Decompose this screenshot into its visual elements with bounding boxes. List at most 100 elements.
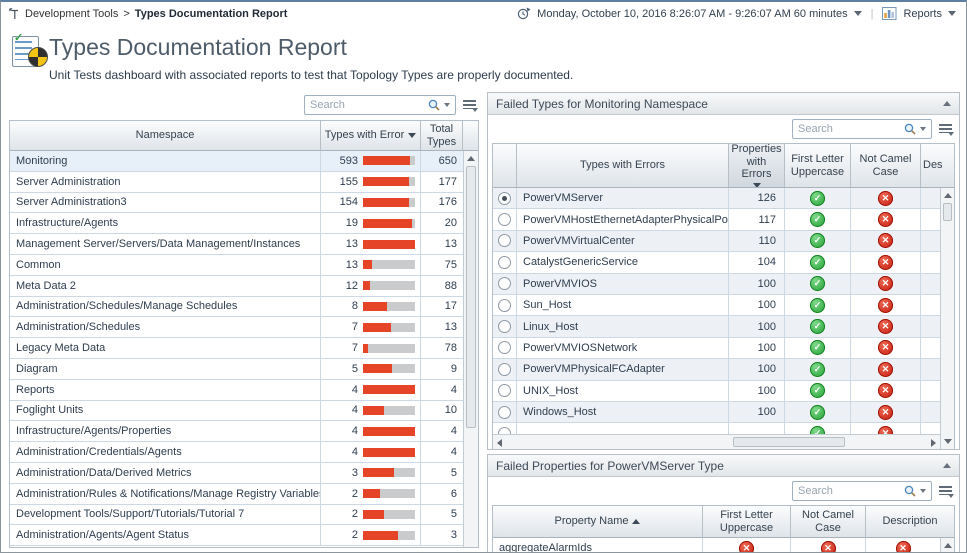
- table-row[interactable]: Monitoring 593 650: [10, 151, 463, 172]
- radio-button[interactable]: [498, 191, 511, 205]
- total-types-cell: 88: [444, 279, 457, 292]
- radio-button[interactable]: [498, 362, 511, 376]
- search-icon[interactable]: [427, 98, 441, 112]
- table-row[interactable]: PowerVMPhysicalFCAdapter 100: [493, 359, 940, 381]
- search-options-caret-icon[interactable]: [920, 489, 926, 493]
- column-header-property-name[interactable]: Property Name: [493, 506, 703, 538]
- failed-properties-vertical-scrollbar[interactable]: [940, 538, 954, 552]
- table-row[interactable]: [493, 423, 940, 434]
- failed-types-horizontal-scrollbar[interactable]: [493, 434, 940, 449]
- radio-button[interactable]: [498, 320, 511, 334]
- radio-button[interactable]: [498, 341, 511, 355]
- scroll-left-icon[interactable]: [497, 439, 502, 447]
- collapse-panel-icon[interactable]: [943, 101, 951, 106]
- scrollbar-thumb[interactable]: [943, 203, 952, 221]
- column-header-description[interactable]: Description: [866, 506, 954, 538]
- column-header-properties-with-errors[interactable]: Properties with Errors: [729, 144, 785, 188]
- radio-button[interactable]: [498, 277, 511, 291]
- radio-cell: [493, 252, 517, 273]
- table-customizer-icon[interactable]: [463, 99, 478, 112]
- bookmark-icon[interactable]: [9, 8, 20, 20]
- table-row[interactable]: Administration/Rules & Notifications/Man…: [10, 483, 463, 505]
- table-row[interactable]: Common 13 75: [10, 254, 463, 276]
- table-row[interactable]: Server Administration 155 177: [10, 171, 463, 193]
- scroll-down-icon[interactable]: [944, 439, 952, 444]
- table-row[interactable]: PowerVMVIOSNetwork 100: [493, 337, 940, 360]
- search-icon[interactable]: [903, 122, 917, 136]
- table-row[interactable]: Reports 4 4: [10, 379, 463, 401]
- column-header-types-with-error[interactable]: Types with Error: [321, 121, 421, 151]
- table-row[interactable]: Diagram 5 9: [10, 358, 463, 380]
- table-row[interactable]: Administration/Schedules/Manage Schedule…: [10, 296, 463, 318]
- description-cell: [921, 316, 940, 336]
- failed-types-search-input[interactable]: [793, 123, 903, 135]
- column-header-description-truncated[interactable]: Des: [921, 144, 954, 188]
- namespaces-table-header: Namespace Types with Error Total Types: [10, 121, 478, 151]
- column-header-not-camel-case[interactable]: Not Camel Case: [851, 144, 921, 188]
- namespace-cell: Administration/Schedules: [10, 317, 321, 338]
- scroll-up-icon[interactable]: [944, 193, 952, 198]
- table-row[interactable]: Server Administration3 154 176: [10, 192, 463, 214]
- time-range-label[interactable]: Monday, October 10, 2016 8:26:07 AM - 9:…: [537, 7, 848, 20]
- table-row[interactable]: Sun_Host 100: [493, 294, 940, 317]
- table-row[interactable]: PowerVMVIOS 100: [493, 273, 940, 295]
- radio-button[interactable]: [498, 234, 511, 248]
- scroll-up-icon[interactable]: [944, 543, 952, 548]
- namespace-search-input[interactable]: [305, 99, 427, 111]
- radio-button[interactable]: [498, 255, 511, 269]
- radio-button[interactable]: [498, 298, 511, 312]
- table-row[interactable]: Development Tools/Support/Tutorials/Tuto…: [10, 504, 463, 526]
- table-row[interactable]: Linux_Host 100: [493, 316, 940, 338]
- table-row[interactable]: Windows_Host 100: [493, 401, 940, 424]
- table-customizer-icon[interactable]: [939, 485, 954, 498]
- table-row[interactable]: CatalystGenericService 104: [493, 252, 940, 274]
- error-bar-fill: [363, 343, 368, 353]
- table-row[interactable]: Administration/Data/Derived Metrics 3 5: [10, 462, 463, 484]
- table-row[interactable]: Infrastructure/Agents 19 20: [10, 213, 463, 235]
- reports-caret-icon[interactable]: [948, 11, 956, 16]
- radio-button[interactable]: [498, 426, 511, 434]
- table-customizer-icon[interactable]: [939, 123, 954, 136]
- search-options-caret-icon[interactable]: [920, 127, 926, 131]
- column-header-first-letter-uppercase[interactable]: First Letter Uppercase: [785, 144, 851, 188]
- collapse-panel-icon[interactable]: [943, 463, 951, 468]
- breadcrumb-root[interactable]: Development Tools: [25, 8, 119, 20]
- column-header-total-types[interactable]: Total Types: [421, 121, 463, 151]
- header-filler: [463, 121, 478, 151]
- namespaces-toolbar: [9, 92, 479, 118]
- scroll-up-icon[interactable]: [467, 156, 475, 161]
- table-row[interactable]: UNIX_Host 100: [493, 380, 940, 402]
- scrollbar-thumb[interactable]: [466, 166, 476, 428]
- search-icon[interactable]: [903, 484, 917, 498]
- table-row[interactable]: PowerVMServer 126: [493, 188, 940, 210]
- table-row[interactable]: Administration/Credentials/Agents 4 4: [10, 442, 463, 463]
- failed-properties-panel-header[interactable]: Failed Properties for PowerVMServer Type: [488, 455, 959, 477]
- radio-button[interactable]: [498, 405, 511, 419]
- table-row[interactable]: Legacy Meta Data 7 78: [10, 338, 463, 359]
- table-row[interactable]: PowerVMVirtualCenter 110: [493, 230, 940, 253]
- table-row[interactable]: Administration/Schedules 7 13: [10, 317, 463, 339]
- radio-button[interactable]: [498, 213, 511, 227]
- failed-types-vertical-scrollbar[interactable]: [940, 188, 954, 449]
- table-row[interactable]: PowerVMHostEthernetAdapterPhysicalPort 11…: [493, 209, 940, 231]
- table-row[interactable]: Infrastructure/Agents/Properties 4 4: [10, 421, 463, 443]
- table-row[interactable]: Meta Data 2 12 88: [10, 275, 463, 297]
- scroll-right-icon[interactable]: [931, 439, 936, 447]
- failed-properties-search-input[interactable]: [793, 485, 903, 497]
- scrollbar-thumb[interactable]: [733, 437, 845, 447]
- reports-menu-label[interactable]: Reports: [903, 7, 942, 20]
- column-header-not-camel-case[interactable]: Not Camel Case: [791, 506, 866, 538]
- radio-button[interactable]: [498, 384, 511, 398]
- table-row[interactable]: Administration/Agents/Agent Status 2 3: [10, 525, 463, 547]
- failed-types-panel-header[interactable]: Failed Types for Monitoring Namespace: [488, 93, 959, 115]
- table-row[interactable]: aggregateAlarmIds: [493, 538, 940, 552]
- column-header-namespace[interactable]: Namespace: [10, 121, 321, 151]
- time-range-caret-icon[interactable]: [853, 11, 862, 16]
- search-options-caret-icon[interactable]: [444, 103, 450, 107]
- column-header-types-with-errors[interactable]: Types with Errors: [517, 144, 729, 188]
- namespaces-vertical-scrollbar[interactable]: [463, 151, 478, 547]
- table-row[interactable]: Foglight Units 4 10: [10, 400, 463, 422]
- failed-properties-panel-title: Failed Properties for PowerVMServer Type: [496, 458, 724, 473]
- column-header-first-letter-uppercase[interactable]: First Letter Uppercase: [703, 506, 791, 538]
- table-row[interactable]: Management Server/Servers/Data Managemen…: [10, 234, 463, 255]
